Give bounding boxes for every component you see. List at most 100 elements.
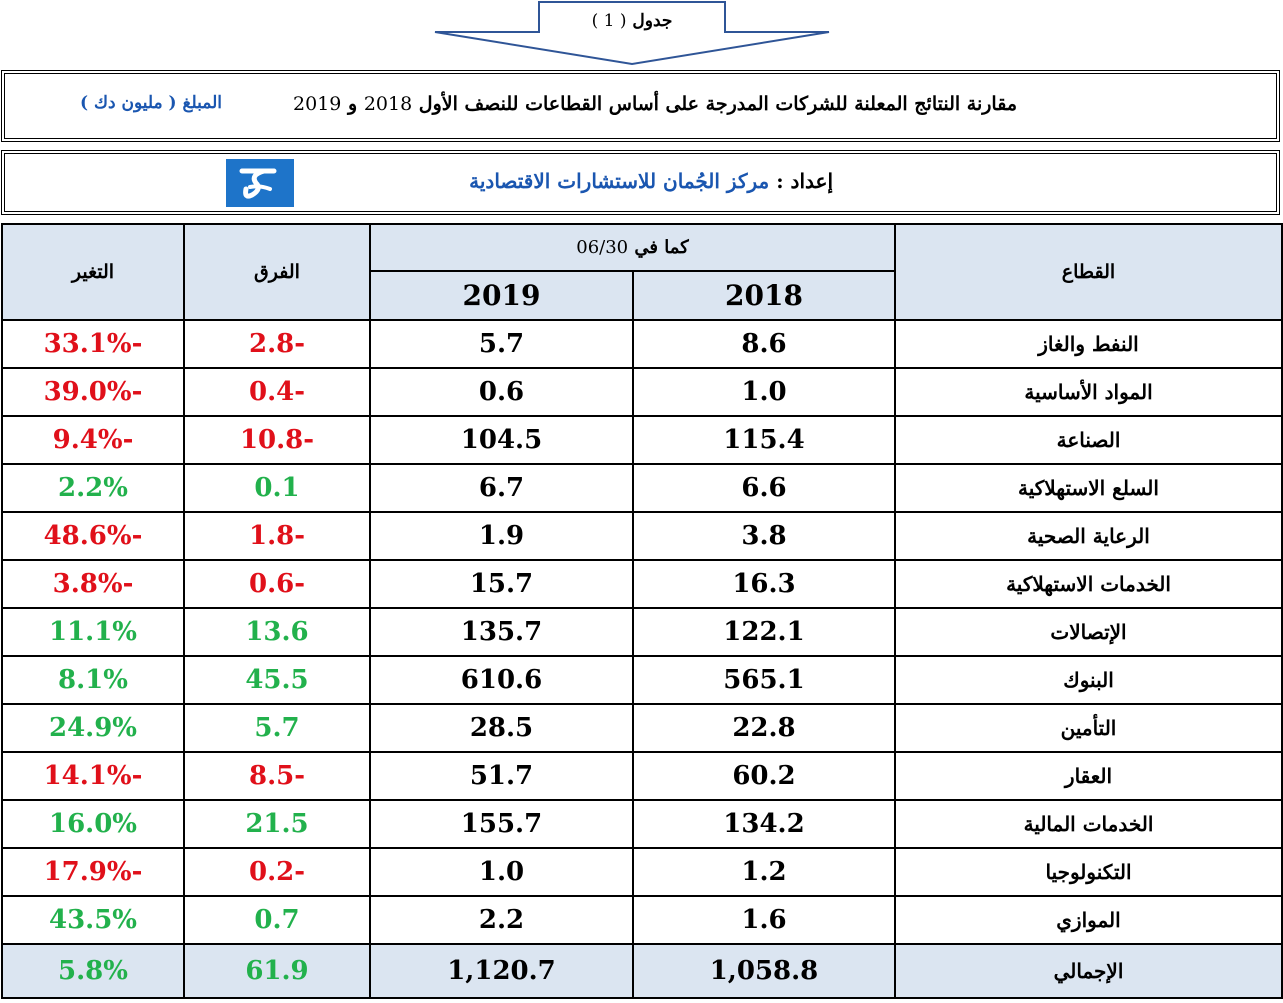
down-arrow-icon — [434, 1, 830, 66]
amount-label: المبلغ — [182, 93, 223, 113]
amount-unit: ( مليون دك ) — [80, 93, 177, 113]
sector-cell: الصناعة — [894, 415, 1283, 465]
sector-cell: الرعاية الصحية — [894, 511, 1283, 561]
table-number-banner: جدول ( 1 ) — [433, 0, 831, 66]
change-cell: 5.8% — [1, 943, 185, 999]
table-row: النفط والغاز 8.6 5.7 -2.8 -33.1% — [1, 319, 1283, 369]
diff-cell: 45.5 — [183, 655, 371, 705]
change-cell: 43.5% — [1, 895, 185, 945]
value-2019-cell: 1,120.7 — [369, 943, 634, 999]
header-diff: الفرق — [183, 223, 371, 321]
sector-cell: الخدمات الاستهلاكية — [894, 559, 1283, 609]
change-cell: -3.8% — [1, 559, 185, 609]
header-as-of-label: كما في — [634, 237, 689, 258]
value-2019-cell: 135.7 — [369, 607, 634, 657]
sector-cell: العقار — [894, 751, 1283, 801]
value-2019-cell: 2.2 — [369, 895, 634, 945]
sector-cell: البنوك — [894, 655, 1283, 705]
sector-results-table: القطاع كما في 06/30 الفرق التغير 2018 20… — [1, 223, 1283, 999]
sector-cell: الإجمالي — [894, 943, 1283, 999]
sector-cell: الموازي — [894, 895, 1283, 945]
value-2019-cell: 0.6 — [369, 367, 634, 417]
change-cell: -9.4% — [1, 415, 185, 465]
prepared-separator: : — [776, 169, 784, 193]
title-conj: و — [348, 93, 358, 115]
table-row: السلع الاستهلاكية 6.6 6.7 0.1 2.2% — [1, 463, 1283, 513]
title-box: مقارنة النتائج المعلنة للشركات المدرجة ع… — [1, 70, 1280, 142]
sector-cell: الإتصالات — [894, 607, 1283, 657]
diff-cell: 61.9 — [183, 943, 371, 999]
value-2018-cell: 565.1 — [632, 655, 896, 705]
change-cell: 16.0% — [1, 799, 185, 849]
page-title: مقارنة النتائج المعلنة للشركات المدرجة ع… — [293, 93, 1017, 115]
table-row: الصناعة 115.4 104.5 -10.8 -9.4% — [1, 415, 1283, 465]
sector-cell: الخدمات المالية — [894, 799, 1283, 849]
prepared-by-box: إعداد : مركز الجُمان للاستشارات الاقتصاد… — [1, 150, 1280, 215]
diff-cell: 13.6 — [183, 607, 371, 657]
table-row: الموازي 1.6 2.2 0.7 43.5% — [1, 895, 1283, 945]
sector-cell: المواد الأساسية — [894, 367, 1283, 417]
value-2019-cell: 104.5 — [369, 415, 634, 465]
value-2018-cell: 1.2 — [632, 847, 896, 897]
table-row: الخدمات المالية 134.2 155.7 21.5 16.0% — [1, 799, 1283, 849]
title-year-2018: 2018 — [363, 93, 413, 115]
table-row: العقار 60.2 51.7 -8.5 -14.1% — [1, 751, 1283, 801]
diff-cell: -0.4 — [183, 367, 371, 417]
value-2018-cell: 6.6 — [632, 463, 896, 513]
header-year-2018: 2018 — [632, 270, 896, 321]
diff-cell: 21.5 — [183, 799, 371, 849]
table-row: التكنولوجيا 1.2 1.0 -0.2 -17.9% — [1, 847, 1283, 897]
header-as-of-date: 06/30 — [576, 237, 629, 258]
amount-unit-note: المبلغ ( مليون دك ) — [80, 93, 222, 113]
value-2018-cell: 60.2 — [632, 751, 896, 801]
value-2019-cell: 51.7 — [369, 751, 634, 801]
banner-title: جدول — [632, 11, 673, 31]
table-row: الرعاية الصحية 3.8 1.9 -1.8 -48.6% — [1, 511, 1283, 561]
value-2018-cell: 3.8 — [632, 511, 896, 561]
value-2018-cell: 16.3 — [632, 559, 896, 609]
value-2018-cell: 134.2 — [632, 799, 896, 849]
value-2019-cell: 1.9 — [369, 511, 634, 561]
header-as-of: كما في 06/30 — [369, 223, 896, 272]
aljuman-logo-icon — [226, 159, 294, 207]
table-row: الخدمات الاستهلاكية 16.3 15.7 -0.6 -3.8% — [1, 559, 1283, 609]
value-2019-cell: 6.7 — [369, 463, 634, 513]
prepared-label: إعداد — [790, 169, 833, 193]
prepared-org: مركز الجُمان للاستشارات الاقتصادية — [469, 169, 770, 193]
value-2018-cell: 1,058.8 — [632, 943, 896, 999]
sector-cell: السلع الاستهلاكية — [894, 463, 1283, 513]
title-year-2019: 2019 — [293, 93, 342, 115]
value-2018-cell: 115.4 — [632, 415, 896, 465]
header-year-2019: 2019 — [369, 270, 634, 321]
header-sector: القطاع — [894, 223, 1283, 321]
change-cell: 8.1% — [1, 655, 185, 705]
value-2018-cell: 1.0 — [632, 367, 896, 417]
sector-cell: النفط والغاز — [894, 319, 1283, 369]
value-2018-cell: 22.8 — [632, 703, 896, 753]
table-total-row: الإجمالي 1,058.8 1,120.7 61.9 5.8% — [1, 943, 1283, 999]
change-cell: 24.9% — [1, 703, 185, 753]
value-2018-cell: 1.6 — [632, 895, 896, 945]
change-cell: -17.9% — [1, 847, 185, 897]
diff-cell: 0.7 — [183, 895, 371, 945]
change-cell: -48.6% — [1, 511, 185, 561]
table-row: الإتصالات 122.1 135.7 13.6 11.1% — [1, 607, 1283, 657]
change-cell: 11.1% — [1, 607, 185, 657]
change-cell: 2.2% — [1, 463, 185, 513]
diff-cell: 0.1 — [183, 463, 371, 513]
value-2019-cell: 28.5 — [369, 703, 634, 753]
value-2019-cell: 155.7 — [369, 799, 634, 849]
table-row: البنوك 565.1 610.6 45.5 8.1% — [1, 655, 1283, 705]
value-2018-cell: 122.1 — [632, 607, 896, 657]
change-cell: -33.1% — [1, 319, 185, 369]
diff-cell: -0.2 — [183, 847, 371, 897]
table-row: التأمين 22.8 28.5 5.7 24.9% — [1, 703, 1283, 753]
diff-cell: -2.8 — [183, 319, 371, 369]
diff-cell: -8.5 — [183, 751, 371, 801]
table-row: المواد الأساسية 1.0 0.6 -0.4 -39.0% — [1, 367, 1283, 417]
value-2018-cell: 8.6 — [632, 319, 896, 369]
diff-cell: -1.8 — [183, 511, 371, 561]
diff-cell: 5.7 — [183, 703, 371, 753]
change-cell: -14.1% — [1, 751, 185, 801]
diff-cell: -10.8 — [183, 415, 371, 465]
